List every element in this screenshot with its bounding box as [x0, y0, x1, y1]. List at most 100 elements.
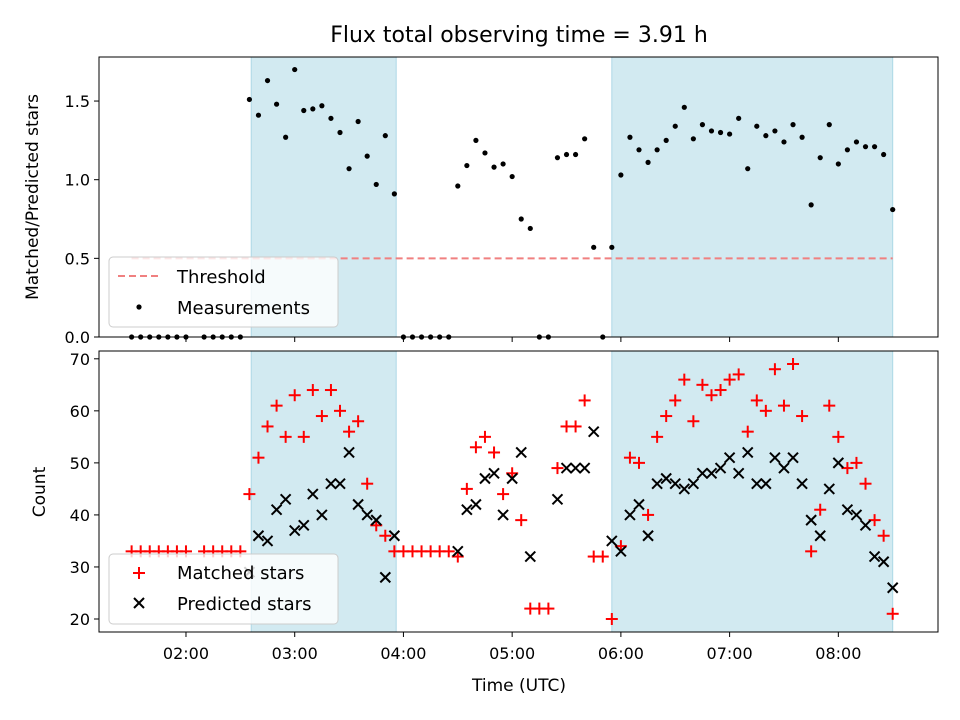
- matched-stars-point: [732, 368, 745, 381]
- bottom-shaded-interval: [611, 350, 894, 633]
- legend-matched-label: Matched stars: [177, 563, 304, 584]
- measurement-point: [563, 151, 570, 158]
- predicted-stars-point-b: [479, 472, 491, 485]
- top-plot-frame: [98, 56, 939, 338]
- measurement-point: [328, 115, 334, 121]
- predicted-stars-point: [760, 477, 772, 490]
- top-legend: Threshold Measurements: [108, 256, 339, 328]
- x-tick-label: 06:00: [598, 644, 644, 663]
- predicted-stars-point: [316, 509, 328, 521]
- measurement-point: [654, 147, 660, 153]
- matched-stars-point: [696, 378, 709, 391]
- predicted-stars-point: [515, 446, 527, 459]
- predicted-stars-point-b: [778, 462, 790, 474]
- measurement-point: [554, 155, 561, 161]
- predicted-stars-point-b: [732, 467, 745, 479]
- measurement-point: [292, 66, 298, 73]
- predicted-stars-point: [723, 451, 736, 464]
- matched-stars-point: [442, 545, 455, 558]
- measurement-point: [881, 151, 887, 158]
- measurement-point: [717, 129, 724, 136]
- predicted-stars-point-b: [506, 472, 518, 485]
- measurement-point: [464, 162, 470, 169]
- matched-stars-point: [814, 503, 827, 516]
- measurement-point: [473, 137, 479, 143]
- predicted-stars-point: [279, 493, 292, 506]
- matched-stars-point: [243, 488, 256, 501]
- bottom-y-tick-label: 50: [70, 454, 90, 473]
- matched-stars-point: [542, 602, 555, 615]
- predicted-stars-point: [624, 509, 636, 521]
- measurement-point: [754, 123, 760, 129]
- predicted-stars-point-b: [678, 483, 691, 495]
- predicted-stars-point: [778, 462, 790, 474]
- matched-stars-point: [705, 389, 718, 402]
- measurement-point: [763, 133, 769, 139]
- measurement-point: [572, 151, 579, 158]
- measurement-point: [826, 122, 832, 128]
- predicted-stars-point-b: [877, 556, 890, 568]
- legend-matched-swatch: [133, 567, 145, 579]
- predicted-stars-point-b: [624, 509, 636, 521]
- measurement-point: [708, 128, 715, 134]
- bottom-legend: Matched stars Predicted stars: [108, 553, 339, 625]
- measurement-point: [364, 153, 370, 159]
- matched-stars-point: [297, 430, 310, 443]
- predicted-stars-point: [288, 524, 301, 537]
- predicted-stars-point: [560, 462, 573, 474]
- predicted-stars-point: [732, 467, 745, 479]
- measurement-point: [727, 131, 733, 137]
- measurement-point: [862, 144, 869, 150]
- measurement-point: [645, 159, 651, 165]
- legend-measurements-swatch: [136, 304, 142, 310]
- top-y-axis: 0.0 0.5 1.0 1.5: [65, 92, 99, 347]
- legend-predicted-label: Predicted stars: [177, 594, 311, 615]
- measurement-point: [817, 155, 823, 161]
- measurement-point: [808, 202, 814, 208]
- bottom-legend-box: [108, 553, 339, 625]
- bottom-y-tick-label: 30: [70, 558, 90, 577]
- matched-stars-point: [343, 425, 356, 438]
- measurement-point: [319, 103, 325, 109]
- predicted-stars-point-b: [316, 509, 328, 521]
- predicted-stars-point: [742, 446, 754, 459]
- predicted-stars-point: [751, 477, 763, 490]
- predicted-stars-point-b: [270, 504, 283, 516]
- matched-stars-point: [623, 451, 636, 464]
- measurement-point: [355, 118, 361, 125]
- predicted-stars-point: [569, 462, 582, 474]
- measurement-point: [835, 161, 841, 167]
- predicted-stars-point-b: [723, 451, 736, 464]
- matched-stars-point: [859, 477, 872, 490]
- measurement-point: [745, 166, 751, 172]
- predicted-stars-point-b: [760, 477, 772, 490]
- measurement-point: [509, 173, 515, 180]
- bottom-y-axis: 20 30 40 50 60 70: [70, 350, 99, 629]
- matched-stars-point: [270, 399, 283, 412]
- matched-stars-point: [714, 384, 727, 397]
- measurement-point: [337, 129, 343, 136]
- measurement-point: [681, 104, 687, 110]
- predicted-stars-point: [814, 530, 826, 542]
- matched-stars-point: [288, 389, 301, 402]
- matched-stars-point: [787, 358, 800, 371]
- matched-stars-point: [515, 514, 528, 527]
- bottom-plot-marks: [125, 358, 899, 625]
- measurement-point: [264, 77, 271, 84]
- measurement-point: [527, 225, 533, 232]
- measurement-point: [246, 96, 253, 103]
- predicted-stars-point: [497, 509, 509, 521]
- matched-stars-point: [551, 462, 564, 475]
- legend-threshold-label: Threshold: [176, 267, 266, 288]
- predicted-stars-point-b: [452, 545, 464, 558]
- predicted-stars-point: [705, 467, 718, 479]
- predicted-stars-point: [687, 477, 700, 490]
- predicted-stars-point-b: [633, 498, 645, 511]
- matched-stars-point: [279, 430, 292, 443]
- predicted-stars-point-b: [687, 477, 700, 490]
- x-axis-label: Time (UTC): [471, 676, 566, 696]
- ratio-panel: 0.0 0.5 1.0 1.5 Matched/Predicted stars Thr…: [23, 56, 939, 347]
- matched-stars-point: [750, 394, 763, 407]
- predicted-stars-point: [488, 467, 500, 479]
- predicted-stars-point: [850, 509, 863, 521]
